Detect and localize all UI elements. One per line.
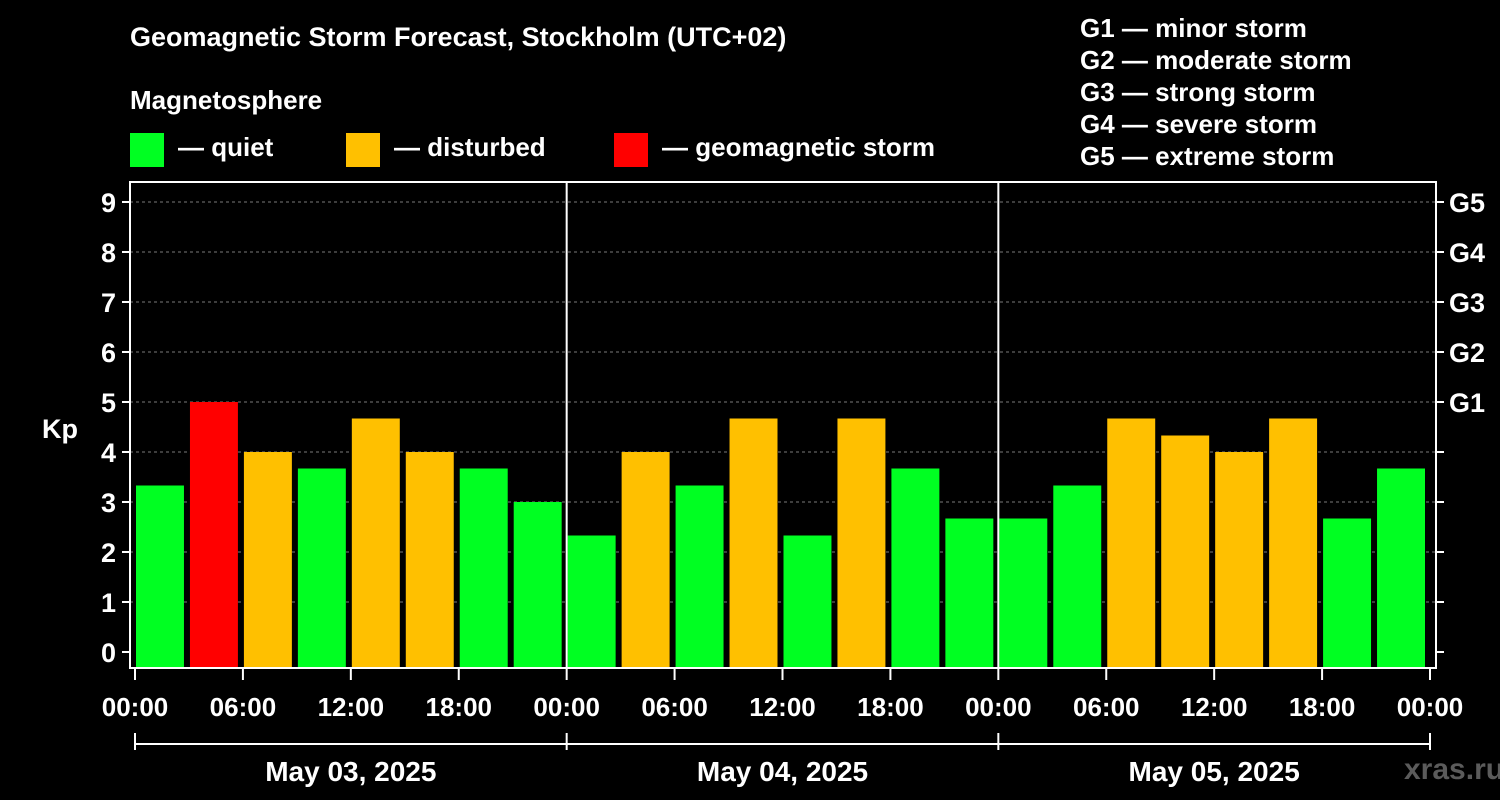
kp-bar-quiet — [513, 502, 562, 668]
kp-bar-quiet — [567, 535, 616, 668]
kp-bar-disturbed — [729, 418, 778, 668]
legend-swatch-quiet — [130, 133, 164, 167]
legend-label-storm: — geomagnetic storm — [662, 131, 936, 162]
kp-bar-quiet — [297, 468, 346, 668]
kp-bar-disturbed — [405, 452, 454, 668]
kp-bar-quiet — [675, 485, 724, 668]
x-tick-label: 12:00 — [1181, 692, 1248, 722]
date-label: May 03, 2025 — [265, 756, 436, 787]
kp-bar-quiet — [1053, 485, 1102, 668]
x-tick-label: 18:00 — [857, 692, 924, 722]
legend-label-quiet: — quiet — [178, 131, 274, 162]
x-tick-label: 12:00 — [749, 692, 816, 722]
y-tick-label: 0 — [101, 638, 116, 668]
x-tick-label: 00:00 — [965, 692, 1032, 722]
kp-bar-quiet — [1377, 468, 1425, 668]
storm-scale-legend: G1 — minor storm G2 — moderate storm G3 … — [1080, 12, 1352, 172]
legend-item-disturbed: — disturbed — [346, 131, 546, 167]
x-tick-label: 18:00 — [426, 692, 493, 722]
legend-swatch-disturbed — [346, 133, 380, 167]
x-tick-label: 06:00 — [210, 692, 277, 722]
x-tick-label: 18:00 — [1289, 692, 1356, 722]
y-tick-label: 6 — [101, 338, 116, 368]
kp-bar-quiet — [783, 535, 832, 668]
y-axis-label: Kp — [42, 414, 78, 444]
storm-level-label: G4 — [1449, 238, 1485, 268]
storm-scale-g4: G4 — severe storm — [1080, 109, 1318, 139]
x-tick-label: 00:00 — [102, 692, 169, 722]
x-tick-label: 12:00 — [318, 692, 385, 722]
y-tick-label: 2 — [101, 538, 116, 568]
x-tick-label: 00:00 — [533, 692, 600, 722]
x-tick-label: 00:00 — [1397, 692, 1464, 722]
kp-bar-disturbed — [621, 452, 670, 668]
y-tick-label: 8 — [101, 238, 116, 268]
storm-level-label: G3 — [1449, 288, 1485, 318]
y-tick-label: 7 — [101, 288, 116, 318]
y-tick-label: 5 — [101, 388, 116, 418]
chart-title: Geomagnetic Storm Forecast, Stockholm (U… — [130, 22, 787, 52]
storm-level-label: G5 — [1449, 188, 1485, 218]
legend-item-storm: — geomagnetic storm — [614, 131, 936, 167]
kp-bar-disturbed — [837, 418, 886, 668]
y-tick-label: 3 — [101, 488, 116, 518]
storm-scale-g1: G1 — minor storm — [1080, 13, 1307, 43]
x-tick-label: 06:00 — [1073, 692, 1140, 722]
kp-bar-quiet — [136, 485, 184, 668]
kp-bar-storm — [189, 402, 238, 668]
kp-bar-quiet — [945, 518, 994, 668]
legend-label-disturbed: — disturbed — [394, 131, 546, 162]
storm-scale-g3: G3 — strong storm — [1080, 77, 1316, 107]
x-tick-label: 06:00 — [641, 692, 708, 722]
storm-level-label: G1 — [1449, 388, 1485, 418]
kp-bar-disturbed — [1107, 418, 1156, 668]
kp-bar-quiet — [891, 468, 940, 668]
kp-bar-disturbed — [1215, 452, 1264, 668]
legend-item-quiet: — quiet — [130, 131, 274, 167]
date-label: May 05, 2025 — [1129, 756, 1300, 787]
storm-scale-g5: G5 — extreme storm — [1080, 141, 1335, 171]
y-tick-label: 9 — [101, 188, 116, 218]
storm-level-label: G2 — [1449, 338, 1485, 368]
legend-swatch-storm — [614, 133, 648, 167]
magnetosphere-heading: Magnetosphere — [130, 85, 323, 115]
kp-bar-disturbed — [351, 418, 400, 668]
kp-bar-quiet — [459, 468, 508, 668]
date-label: May 04, 2025 — [697, 756, 868, 787]
y-tick-label: 1 — [101, 588, 116, 618]
kp-bar-disturbed — [1161, 435, 1210, 668]
storm-scale-g2: G2 — moderate storm — [1080, 45, 1352, 75]
kp-bar-quiet — [999, 518, 1048, 668]
watermark: xras.ru — [1404, 753, 1500, 786]
kp-bar-quiet — [1323, 518, 1372, 668]
y-tick-label: 4 — [101, 438, 116, 468]
kp-bar-disturbed — [1269, 418, 1318, 668]
kp-bar-disturbed — [243, 452, 292, 668]
